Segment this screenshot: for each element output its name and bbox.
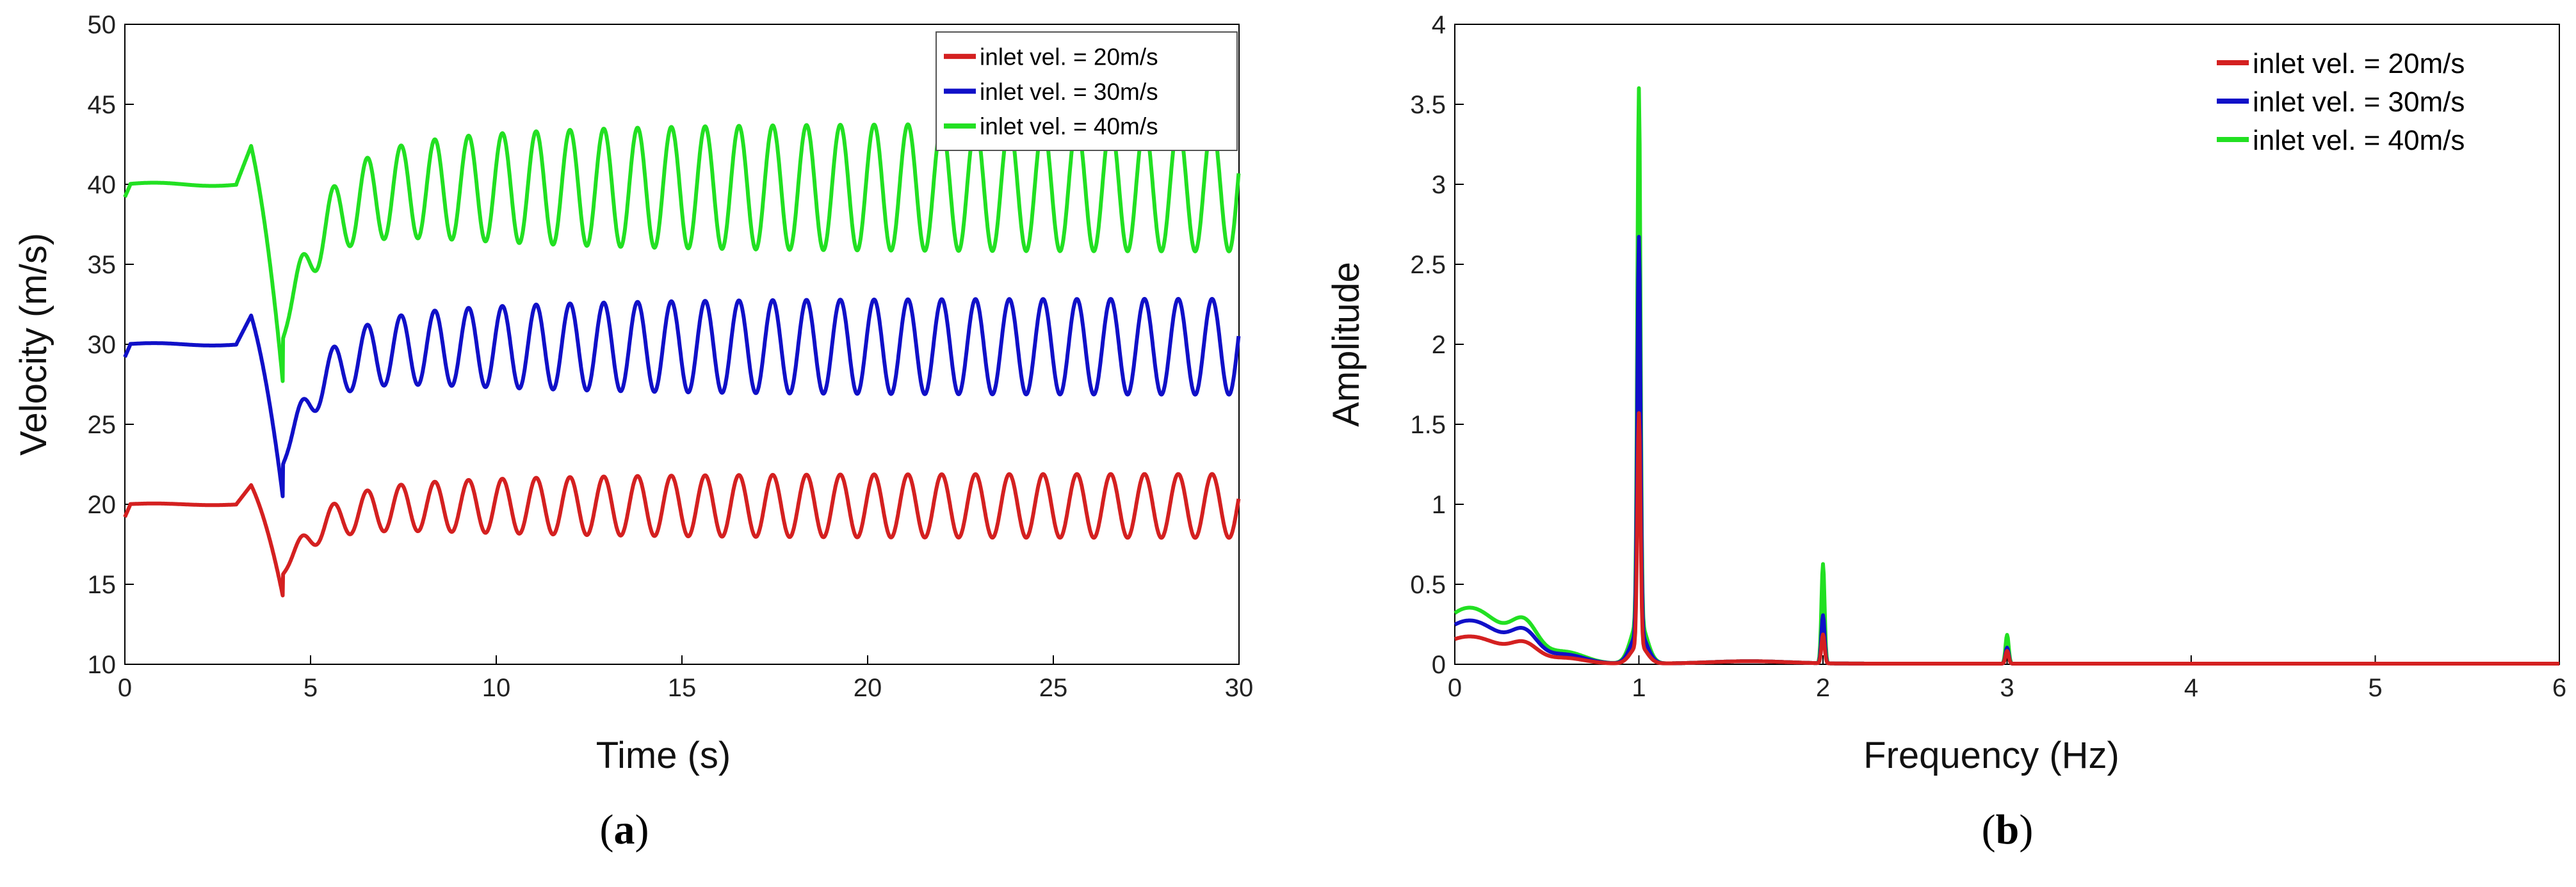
chart-a-y-tick-label: 10 [88, 651, 117, 679]
chart-b-y-tick-label: 2.5 [1410, 251, 1446, 279]
chart-a-series-line-1 [123, 472, 1241, 598]
chart-a-x-tick-label: 20 [854, 674, 882, 702]
chart-b-x-tick-label: 5 [2368, 674, 2382, 702]
chart-a-y-tick-label: 50 [88, 11, 117, 39]
chart-a-legend-entry: inlet vel. = 40m/s [980, 113, 1158, 140]
chart-b-x-tick-label: 6 [2552, 674, 2566, 702]
chart-b-plot-frame [1454, 24, 2560, 665]
chart-b-y-tick-label: 3.5 [1410, 91, 1446, 119]
chart-b-y-tick-label: 3 [1432, 171, 1446, 199]
chart-b-y-tick-label: 1.5 [1410, 411, 1446, 439]
chart-b: 0 1 2 3 4 5 600.511.522.533.54 Frequency (Hz) … [1325, 11, 2566, 853]
chart-b-y-tick-label: 0 [1432, 651, 1446, 679]
chart-b-x-tick-label: 0 [1448, 674, 1462, 702]
chart-a-series-line-3 [123, 122, 1241, 383]
chart-b-legend-entry: inlet vel. = 40m/s [2253, 125, 2465, 156]
chart-a-legend-entry: inlet vel. = 20m/s [980, 44, 1158, 70]
chart-a-legend-entry: inlet vel. = 30m/s [980, 79, 1158, 105]
chart-b-ticks: 0 1 2 3 4 5 6 0 0.5 1 1.5 2 2.5 3 3.5 4 [1410, 11, 2566, 702]
chart-a-ticks: 0 5 10 15 20 25 30 10 15 20 25 30 35 40 45 50 [88, 11, 1254, 702]
chart-a-y-axis-label: Velocity (m/s) [13, 233, 54, 456]
chart-a-legend: inlet vel. = 20m/s inlet vel. = 30m/s inle… [936, 31, 1238, 151]
chart-b-y-tick-label: 2 [1432, 331, 1446, 359]
chart-b-x-tick-label: 2 [1816, 674, 1830, 702]
chart-b-caption-open: ( [1982, 806, 1996, 853]
chart-a-x-tick-label: 10 [482, 674, 511, 702]
chart-b-legend-entry: inlet vel. = 30m/s [2253, 86, 2465, 118]
chart-b-legend-entry: inlet vel. = 20m/s [2253, 48, 2465, 79]
chart-a-x-tick-label: 5 [304, 674, 318, 702]
chart-b-x-tick-label: 4 [2184, 674, 2198, 702]
chart-a-x-tick-label: 15 [668, 674, 697, 702]
chart-a-y-tick-label: 15 [88, 571, 117, 599]
chart-a-y-tick-label: 25 [88, 411, 117, 439]
chart-b-caption-letter: b [1996, 806, 2020, 853]
chart-a-y-tick-label: 20 [88, 491, 117, 519]
chart-b-caption-close: ) [2019, 806, 2033, 853]
chart-a-legend-box [936, 31, 1238, 151]
chart-a-y-tick-label: 35 [88, 251, 117, 279]
chart-a-y-tick-label: 40 [88, 171, 117, 199]
chart-a-x-tick-label: 30 [1225, 674, 1254, 702]
chart-b-y-tick-label: 0.5 [1410, 571, 1446, 599]
chart-b-series-line-1 [1454, 411, 2561, 666]
chart-a-caption-open: ( [600, 806, 614, 853]
chart-a-caption: (a) [600, 806, 649, 853]
chart-b-x-axis-label: Frequency (Hz) [1863, 735, 2119, 776]
chart-a-series [123, 122, 1241, 598]
chart-a-caption-close: ) [635, 806, 649, 853]
chart-a-series-line-2 [123, 297, 1241, 499]
chart-a-caption-letter: a [614, 806, 635, 853]
chart-a-y-tick-label: 30 [88, 331, 117, 359]
chart-a-y-tick-label: 45 [88, 91, 117, 119]
chart-b-legend: inlet vel. = 20m/s inlet vel. = 30m/s inle… [2217, 48, 2465, 156]
chart-b-y-axis-label: Amplitude [1325, 262, 1367, 427]
chart-a-x-tick-label: 25 [1039, 674, 1068, 702]
chart-b-x-tick-label: 1 [1632, 674, 1646, 702]
chart-b-y-tick-label: 1 [1432, 491, 1446, 519]
chart-b-x-tick-label: 3 [2000, 674, 2014, 702]
chart-a-x-axis-label: Time (s) [596, 735, 731, 776]
chart-b-caption: (b) [1982, 806, 2034, 853]
chart-b-series [1454, 86, 2561, 666]
chart-a-x-tick-label: 0 [118, 674, 132, 702]
chart-b-y-tick-label: 4 [1432, 11, 1446, 39]
